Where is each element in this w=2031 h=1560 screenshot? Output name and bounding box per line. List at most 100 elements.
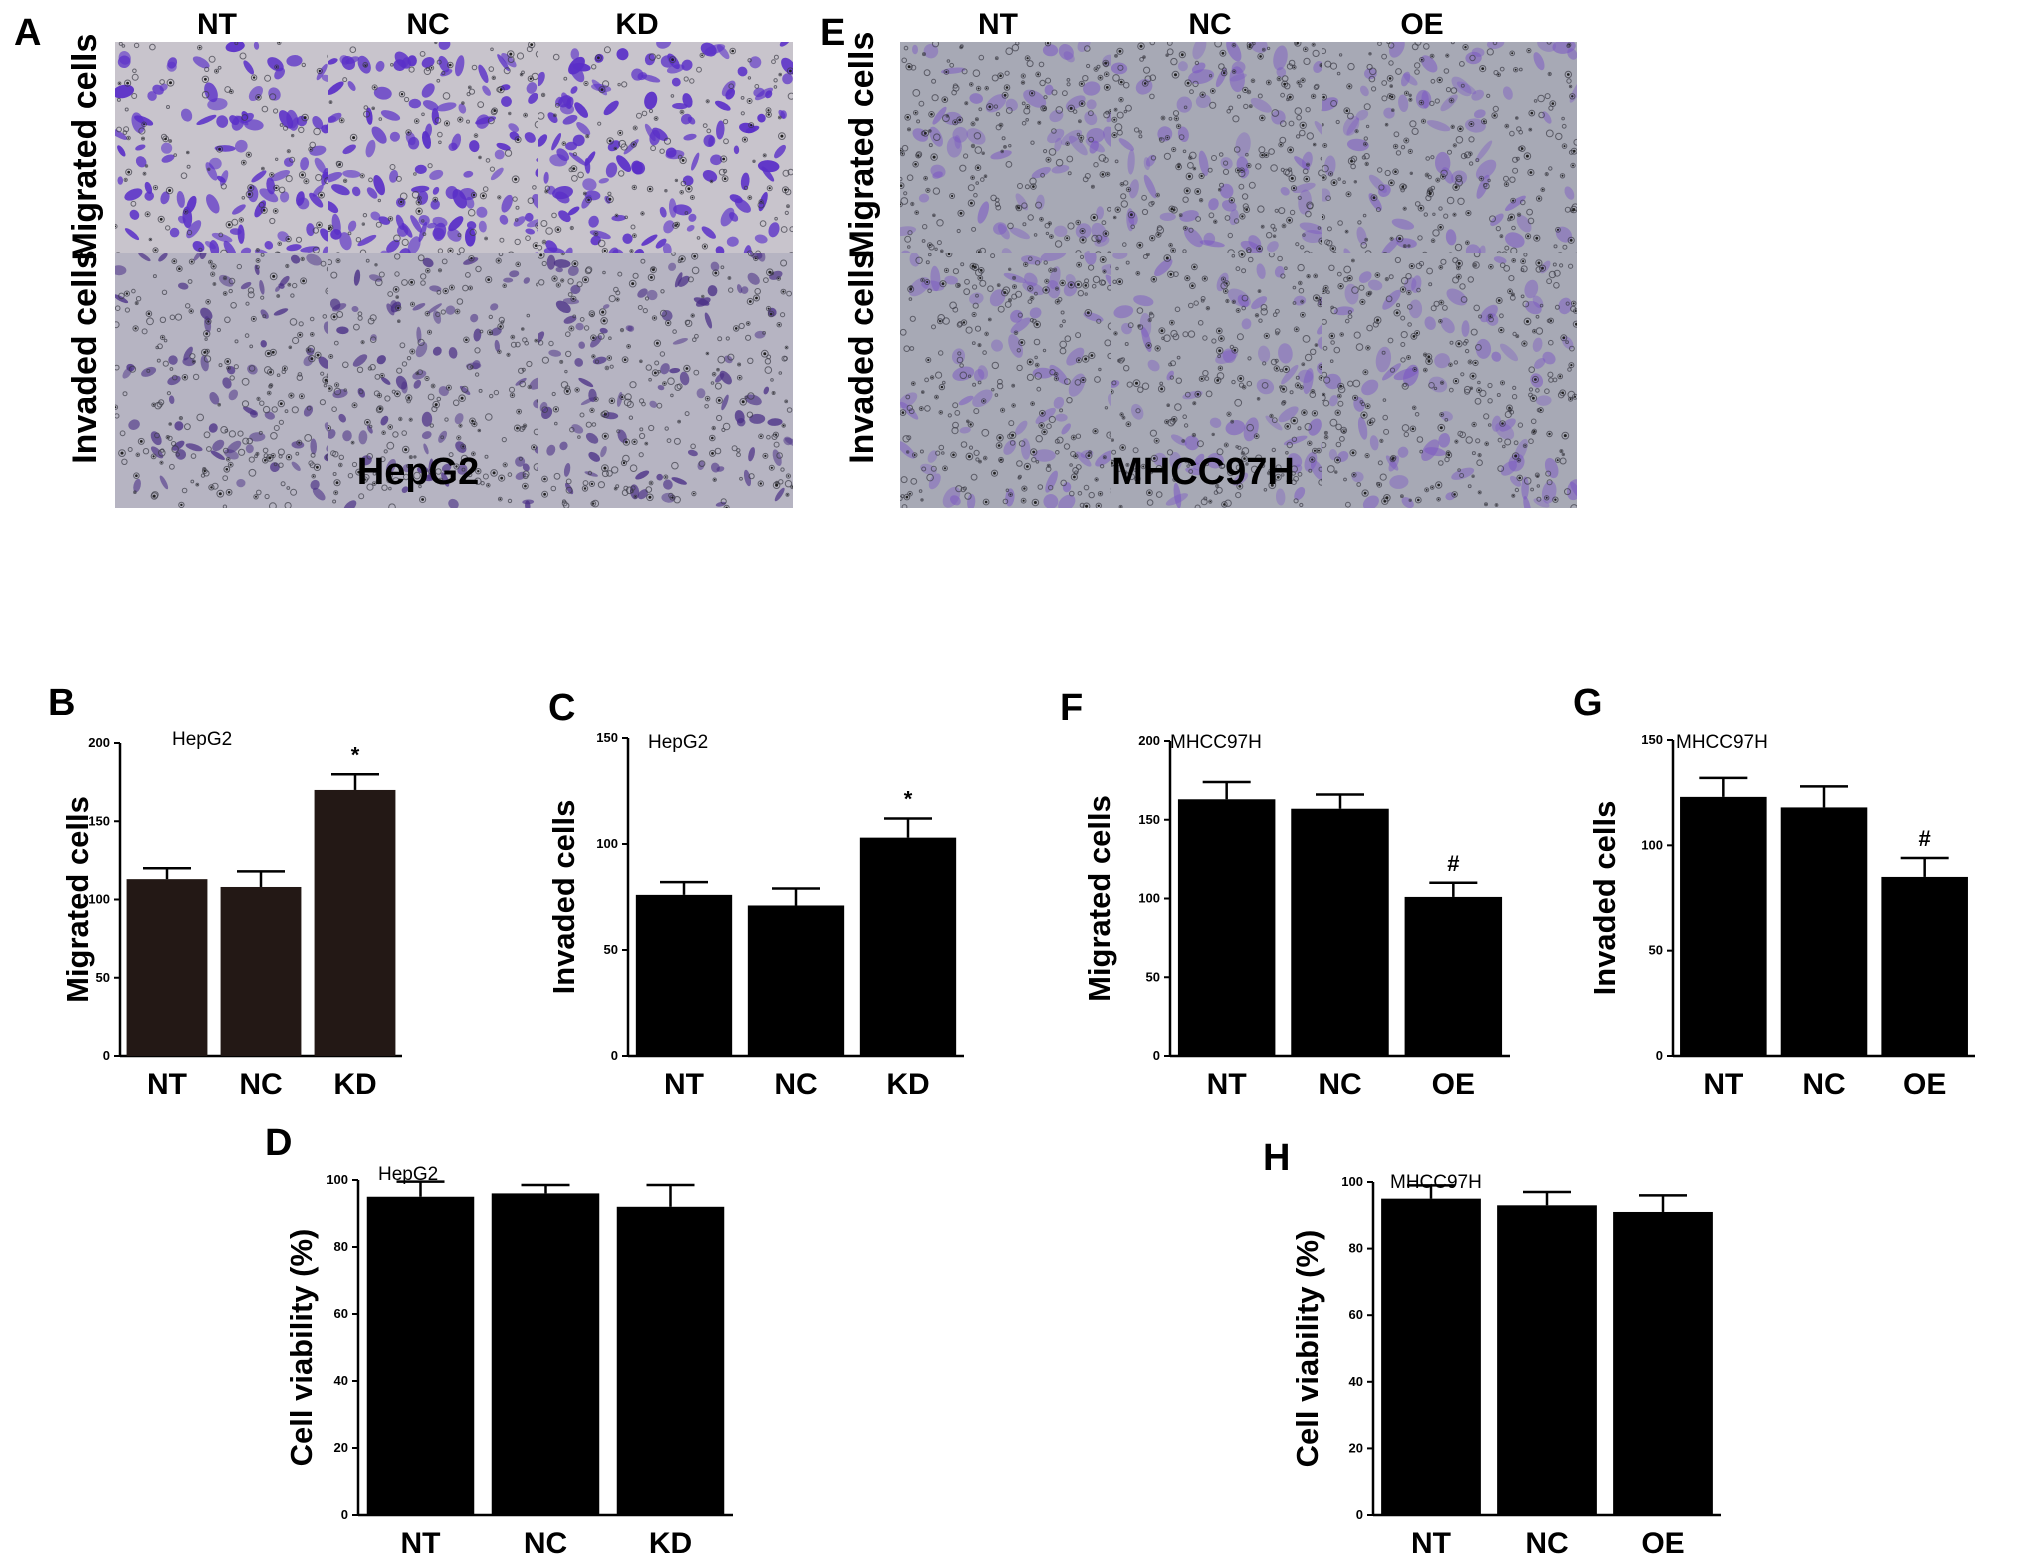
- y-axis-label: Cell viability (%): [1290, 1230, 1325, 1468]
- y-tick-label: 0: [1656, 1048, 1663, 1063]
- x-tick-label-nc: NC: [774, 1068, 817, 1101]
- y-axis-label: Invaded cells: [1587, 801, 1622, 996]
- significance-mark: *: [904, 787, 913, 812]
- panel-letter-b: B: [48, 682, 75, 724]
- y-tick-label: 40: [334, 1373, 348, 1388]
- y-tick-label: 200: [1138, 733, 1160, 748]
- y-axis-label: Invaded cells: [546, 800, 581, 995]
- y-tick-label: 0: [611, 1048, 618, 1063]
- column-label-nc: NC: [1188, 8, 1232, 41]
- significance-mark: #: [1447, 851, 1459, 876]
- column-label-nt: NT: [978, 8, 1018, 41]
- y-tick-label: 40: [1349, 1374, 1363, 1389]
- micrograph-mhcc97h-invaded-oe: [1322, 253, 1577, 508]
- x-tick-label-nt: NT: [664, 1068, 704, 1101]
- column-label-nt: NT: [197, 8, 237, 41]
- y-tick-label: 100: [326, 1172, 348, 1187]
- y-tick-label: 50: [1146, 969, 1160, 984]
- bar-nc: [1497, 1205, 1597, 1515]
- y-tick-label: 150: [1138, 812, 1160, 827]
- y-tick-label: 20: [1349, 1440, 1363, 1455]
- bar-nt: [1177, 799, 1276, 1056]
- y-tick-label: 20: [334, 1440, 348, 1455]
- bar-nt: [635, 894, 733, 1056]
- panel-letter-f: F: [1060, 687, 1083, 729]
- x-tick-label-nc: NC: [1525, 1527, 1568, 1560]
- y-tick-label: 200: [88, 735, 110, 750]
- chart-title: HepG2: [172, 729, 232, 750]
- panel-letter-c: C: [548, 687, 575, 729]
- x-tick-label-nt: NT: [401, 1527, 441, 1560]
- y-tick-label: 150: [88, 813, 110, 828]
- x-tick-label-nt: NT: [147, 1068, 187, 1101]
- column-label-oe: OE: [1400, 8, 1444, 41]
- y-tick-label: 0: [1356, 1507, 1363, 1522]
- x-tick-label-nt: NT: [1703, 1068, 1743, 1101]
- bar-kd: [859, 837, 957, 1056]
- y-tick-label: 100: [88, 892, 110, 907]
- bar-nc: [747, 905, 845, 1056]
- x-tick-label-kd: KD: [333, 1068, 376, 1101]
- column-label-nc: NC: [406, 8, 450, 41]
- significance-mark: *: [351, 742, 360, 767]
- micrograph-hepg2-invaded-kd: [538, 253, 793, 508]
- x-tick-label-kd: KD: [886, 1068, 929, 1101]
- y-tick-label: 0: [103, 1048, 110, 1063]
- x-tick-label-nc: NC: [524, 1527, 567, 1560]
- bar-nt: [366, 1196, 475, 1515]
- chart-title: MHCC97H: [1390, 1172, 1482, 1193]
- bar-kd: [314, 789, 396, 1056]
- panel-letter-h: H: [1263, 1137, 1290, 1179]
- y-tick-label: 100: [1341, 1174, 1363, 1189]
- bar-nc: [1780, 807, 1868, 1056]
- panel-letter-a: A: [14, 12, 42, 54]
- y-tick-label: 60: [334, 1306, 348, 1321]
- bar-nt: [1381, 1198, 1481, 1515]
- bar-nt: [126, 879, 208, 1056]
- y-tick-label: 100: [1641, 837, 1663, 852]
- cell-line-label-hepg2: HepG2: [356, 451, 480, 493]
- y-axis-label: Migrated cells: [1082, 795, 1117, 1002]
- bar-nc: [220, 886, 302, 1056]
- bar-nt: [1680, 796, 1767, 1056]
- y-tick-label: 50: [96, 970, 110, 985]
- x-tick-label-oe: OE: [1903, 1068, 1946, 1101]
- significance-mark: #: [1919, 826, 1931, 851]
- cell-line-label-mhcc97h: MHCC97H: [1111, 451, 1295, 493]
- y-tick-label: 150: [596, 730, 618, 745]
- y-tick-label: 100: [596, 836, 618, 851]
- chart-title: HepG2: [378, 1164, 438, 1185]
- bar-oe: [1404, 896, 1503, 1056]
- y-tick-label: 100: [1138, 891, 1160, 906]
- chart-title: HepG2: [648, 732, 708, 753]
- x-tick-label-nt: NT: [1411, 1527, 1451, 1560]
- y-tick-label: 60: [1349, 1307, 1363, 1322]
- bar-oe: [1613, 1211, 1713, 1515]
- y-tick-label: 50: [604, 942, 618, 957]
- micrograph-hepg2-invaded-nt: [115, 253, 370, 508]
- x-tick-label-oe: OE: [1432, 1068, 1475, 1101]
- chart-title: MHCC97H: [1170, 732, 1262, 753]
- y-tick-label: 50: [1649, 943, 1663, 958]
- bar-oe: [1881, 876, 1968, 1056]
- column-label-kd: KD: [615, 8, 659, 41]
- bar-nc: [1291, 808, 1389, 1056]
- panel-letter-e: E: [820, 12, 846, 54]
- y-axis-label: Migrated cells: [60, 796, 95, 1003]
- x-tick-label-nc: NC: [1318, 1068, 1361, 1101]
- x-tick-label-nt: NT: [1207, 1068, 1247, 1101]
- x-tick-label-kd: KD: [649, 1527, 692, 1560]
- bar-kd: [616, 1206, 725, 1515]
- y-tick-label: 0: [1153, 1048, 1160, 1063]
- x-tick-label-nc: NC: [239, 1068, 282, 1101]
- y-tick-label: 80: [334, 1239, 348, 1254]
- bar-nc: [491, 1193, 600, 1515]
- chart-title: MHCC97H: [1676, 732, 1768, 753]
- y-tick-label: 80: [1349, 1241, 1363, 1256]
